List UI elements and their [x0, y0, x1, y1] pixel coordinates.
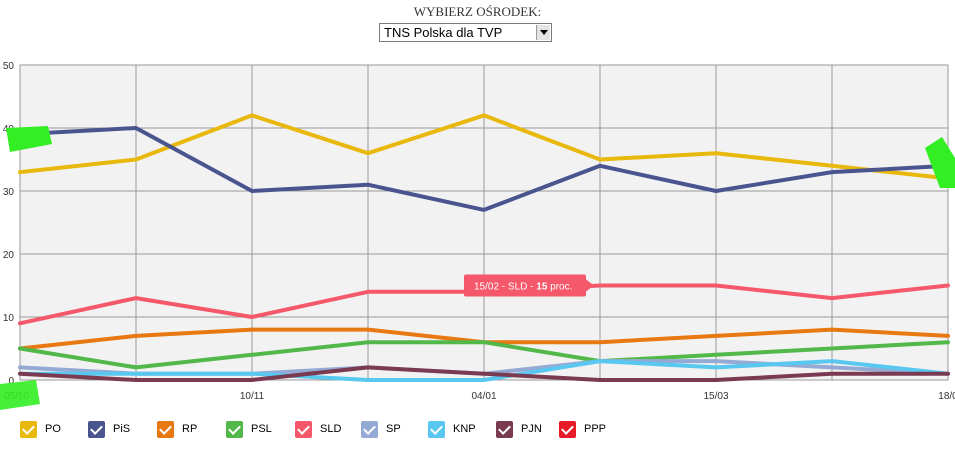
y-tick-label: 10 [3, 313, 15, 324]
series-line-psl [18, 340, 950, 370]
chevron-down-icon[interactable] [536, 25, 550, 40]
x-tick-label: 10/11 [240, 391, 265, 402]
checkbox-icon[interactable] [295, 421, 312, 438]
series-tooltip: 15/02 - SLD - 15 proc. [464, 274, 594, 297]
origin-marker [0, 380, 40, 410]
checkbox-icon[interactable] [20, 421, 37, 438]
y-tick-label: 0 [8, 376, 14, 387]
legend-label: RP [182, 423, 198, 435]
center-select-value: TNS Polska dla TVP [384, 25, 503, 40]
checkbox-icon[interactable] [226, 421, 243, 438]
checkbox-icon[interactable] [428, 421, 445, 438]
legend-label: PiS [113, 423, 131, 435]
series-line-pjn [18, 365, 950, 382]
checkbox-icon[interactable] [559, 421, 576, 438]
tooltip-box [464, 274, 586, 297]
checkbox-icon[interactable] [157, 421, 174, 438]
legend-label: PSL [251, 423, 272, 435]
legend-label: KNP [453, 423, 476, 435]
legend-label: PO [45, 423, 61, 435]
legend-label: SP [386, 423, 401, 435]
end-marker [925, 137, 955, 188]
checkbox-icon[interactable] [496, 421, 513, 438]
checkbox-icon[interactable] [361, 421, 378, 438]
center-selector-label: WYBIERZ OŚRODEK: [413, 4, 542, 19]
center-select[interactable]: TNS Polska dla TVP [379, 23, 552, 42]
series-line-pis [18, 126, 950, 212]
legend-label: PPP [584, 423, 607, 435]
y-tick-label: 30 [3, 187, 15, 198]
y-tick-label: 50 [3, 61, 15, 72]
tooltip-arrow [586, 279, 594, 292]
x-tick-label: 04/01 [471, 391, 496, 402]
tooltip-text-part: proc. [547, 282, 572, 293]
legend-label: SLD [320, 423, 342, 435]
checkbox-icon[interactable] [88, 421, 105, 438]
poll-line-chart: 0102030405005/1010/1104/0115/0318/015/02… [0, 61, 955, 410]
series-line-knp [18, 359, 950, 382]
y-tick-label: 20 [3, 250, 15, 261]
tooltip-text-part: 15/02 - SLD - [474, 282, 536, 293]
series-line-po [18, 113, 950, 181]
tooltip-text: 15/02 - SLD - 15 proc. [474, 282, 572, 293]
tooltip-text-part: 15 [536, 282, 548, 293]
x-tick-label: 15/03 [703, 391, 728, 402]
legend-label: PJN [521, 423, 542, 435]
start-marker [6, 126, 52, 152]
x-tick-label: 18/0 [938, 391, 955, 402]
